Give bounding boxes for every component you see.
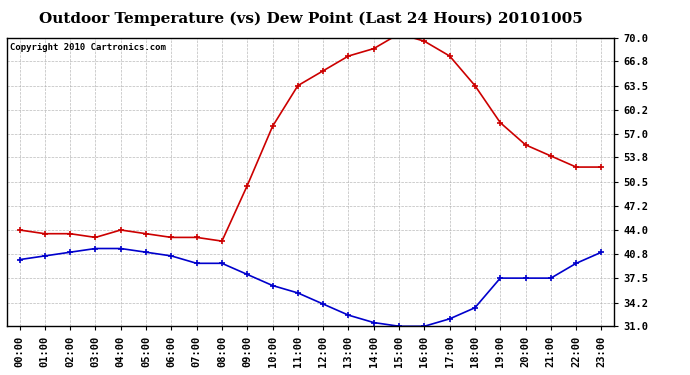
Text: Outdoor Temperature (vs) Dew Point (Last 24 Hours) 20101005: Outdoor Temperature (vs) Dew Point (Last…: [39, 11, 582, 26]
Text: Copyright 2010 Cartronics.com: Copyright 2010 Cartronics.com: [10, 43, 166, 52]
